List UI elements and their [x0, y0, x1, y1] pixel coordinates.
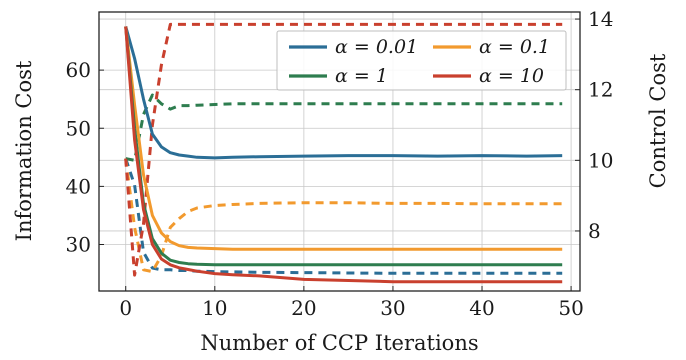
- plot-frame: [98, 11, 581, 292]
- plot-lines: [124, 22, 563, 284]
- legend-label: α = 0.1: [479, 36, 550, 58]
- y-axis-right-label: Control Cost: [646, 53, 670, 188]
- legend-box: [276, 30, 567, 91]
- x-tick-label: 20: [291, 296, 316, 320]
- y-left-tick-label: 40: [66, 174, 91, 198]
- y-right-tick-label: 12: [588, 78, 613, 102]
- y-right-tick-label: 8: [588, 219, 601, 243]
- x-tick-label: 0: [119, 296, 132, 320]
- y-left-tick-label: 50: [66, 116, 91, 140]
- y-axis-right: 8 10 12 14: [575, 7, 613, 243]
- y-axis-left: 30 40 50 60: [66, 58, 104, 257]
- x-tick-label: 10: [202, 296, 227, 320]
- x-axis-label: Number of CCP Iterations: [200, 331, 478, 355]
- y-left-tick-label: 60: [66, 58, 91, 82]
- control-cost-line-1: [125, 93, 563, 162]
- y-axis-left-label: Information Cost: [12, 60, 36, 241]
- x-tick-label: 50: [558, 296, 583, 320]
- information-cost-line-0-01: [124, 26, 563, 160]
- legend-label: α = 1: [335, 65, 388, 87]
- y-right-tick-label: 10: [588, 148, 613, 172]
- legend-label: α = 10: [479, 65, 544, 87]
- x-tick-label: 30: [380, 296, 405, 320]
- legend: α = 0.01 α = 0.1 α = 1 α = 10: [276, 30, 567, 91]
- information-cost-line-10: [124, 26, 563, 284]
- legend-label: α = 0.01: [335, 36, 418, 58]
- x-axis: 0 10 20 30 40 50: [119, 286, 584, 320]
- control-cost-line-0-1: [124, 158, 563, 274]
- x-tick-label: 40: [469, 296, 494, 320]
- y-right-tick-label: 14: [588, 7, 613, 31]
- y-left-tick-label: 30: [66, 233, 91, 257]
- control-cost-line-10: [124, 22, 563, 277]
- control-cost-line-0-01: [124, 158, 563, 275]
- information-cost-line-0-1: [124, 26, 563, 251]
